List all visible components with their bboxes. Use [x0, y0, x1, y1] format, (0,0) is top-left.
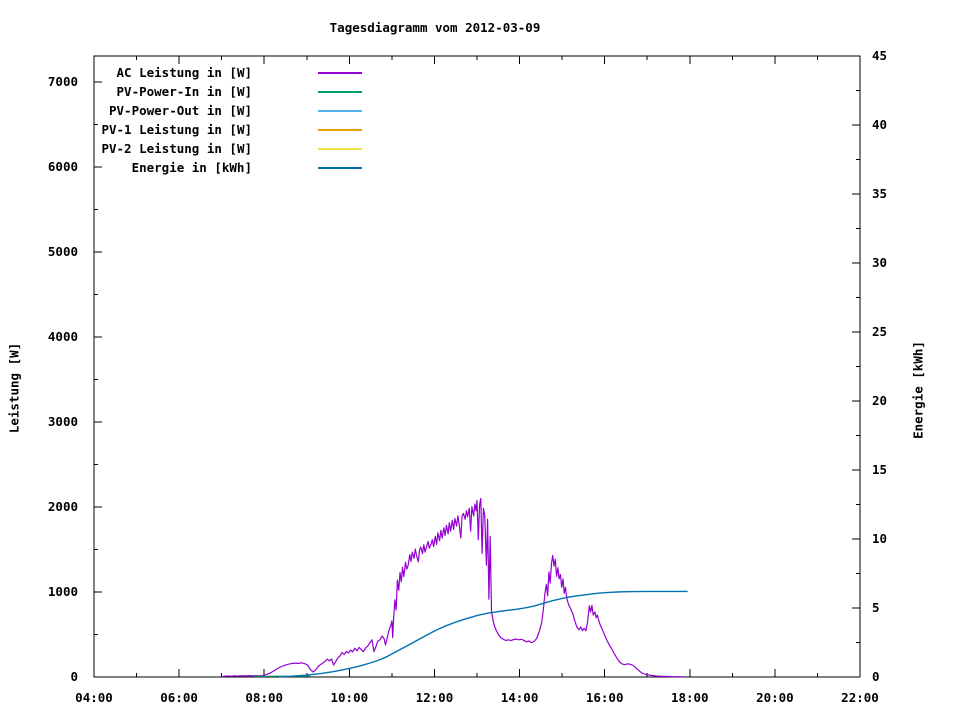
x-tick-label: 10:00	[331, 690, 369, 705]
x-tick-label: 08:00	[245, 690, 283, 705]
y-right-tick-label: 10	[872, 531, 887, 546]
legend-label: PV-Power-Out in [W]	[109, 103, 252, 118]
y-left-tick-label: 0	[70, 669, 78, 684]
legend-label: Energie in [kWh]	[132, 160, 252, 175]
legend-label: PV-2 Leistung in [W]	[101, 141, 252, 156]
legend-label: AC Leistung in [W]	[117, 65, 252, 80]
y-left-tick-label: 2000	[48, 499, 78, 514]
series-line-ac-leistung-in-w	[221, 497, 684, 678]
series-line-energie-in-kwh	[279, 590, 688, 678]
x-tick-label: 04:00	[75, 690, 113, 705]
legend-label: PV-1 Leistung in [W]	[101, 122, 252, 137]
y-right-tick-label: 20	[872, 393, 887, 408]
y-right-tick-label: 40	[872, 117, 887, 132]
y-right-tick-label: 5	[872, 600, 880, 615]
y-left-tick-label: 4000	[48, 329, 78, 344]
page-title: Tagesdiagramm vom 2012-03-09	[329, 20, 541, 35]
y-left-tick-label: 1000	[48, 584, 78, 599]
y-right-tick-label: 0	[872, 669, 880, 684]
x-tick-label: 14:00	[501, 690, 539, 705]
x-tick-label: 22:00	[841, 690, 879, 705]
y-left-tick-label: 6000	[48, 159, 78, 174]
y-right-tick-label: 15	[872, 462, 887, 477]
y-left-tick-label: 5000	[48, 244, 78, 259]
x-tick-label: 12:00	[416, 690, 454, 705]
x-tick-label: 20:00	[756, 690, 794, 705]
y-right-tick-label: 45	[872, 48, 887, 63]
y-left-tick-label: 7000	[48, 74, 78, 89]
y-right-tick-label: 30	[872, 255, 887, 270]
legend-label: PV-Power-In in [W]	[117, 84, 252, 99]
y-left-tick-label: 3000	[48, 414, 78, 429]
y-right-tick-label: 35	[872, 186, 887, 201]
x-tick-label: 06:00	[160, 690, 198, 705]
x-tick-label: 16:00	[586, 690, 624, 705]
x-tick-label: 18:00	[671, 690, 709, 705]
y-right-tick-label: 25	[872, 324, 887, 339]
